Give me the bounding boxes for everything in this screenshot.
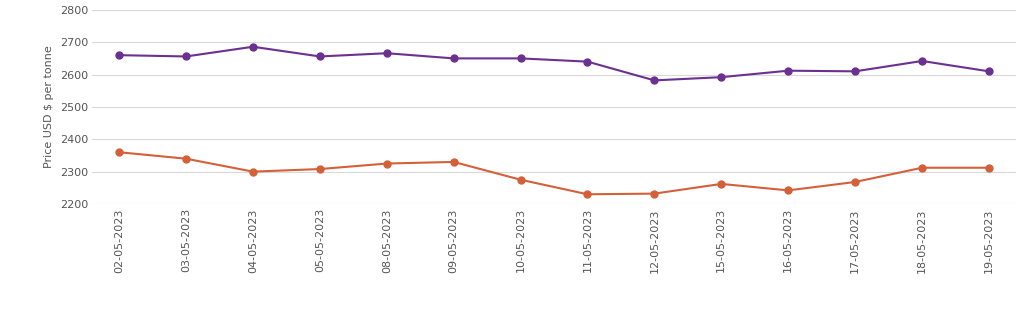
LME: [180, 157, 192, 161]
LME: [715, 182, 727, 186]
SHFE: [247, 45, 260, 49]
LME: [849, 180, 861, 184]
SHFE: [582, 60, 594, 63]
Y-axis label: Price USD $ per tonne: Price USD $ per tonne: [44, 45, 54, 168]
LME: [648, 192, 661, 196]
SHFE: [447, 56, 460, 60]
LME: [514, 178, 526, 182]
SHFE: [916, 59, 929, 63]
SHFE: [314, 55, 326, 59]
SHFE: [983, 69, 995, 73]
SHFE: [715, 75, 727, 79]
SHFE: [849, 69, 861, 73]
LME: [247, 170, 260, 174]
SHFE: [180, 55, 192, 59]
LME: [381, 162, 393, 165]
SHFE: [514, 56, 526, 60]
LME: [113, 150, 125, 154]
SHFE: [113, 53, 125, 57]
LME: [447, 160, 460, 164]
SHFE: [381, 51, 393, 55]
LME: [983, 166, 995, 170]
LME: [782, 189, 794, 192]
LME: [582, 192, 594, 196]
SHFE: [648, 78, 661, 82]
LME: [916, 166, 929, 170]
SHFE: [782, 69, 794, 73]
LME: [314, 167, 326, 171]
Line: SHFE: SHFE: [116, 43, 992, 84]
Line: LME: LME: [116, 149, 992, 198]
